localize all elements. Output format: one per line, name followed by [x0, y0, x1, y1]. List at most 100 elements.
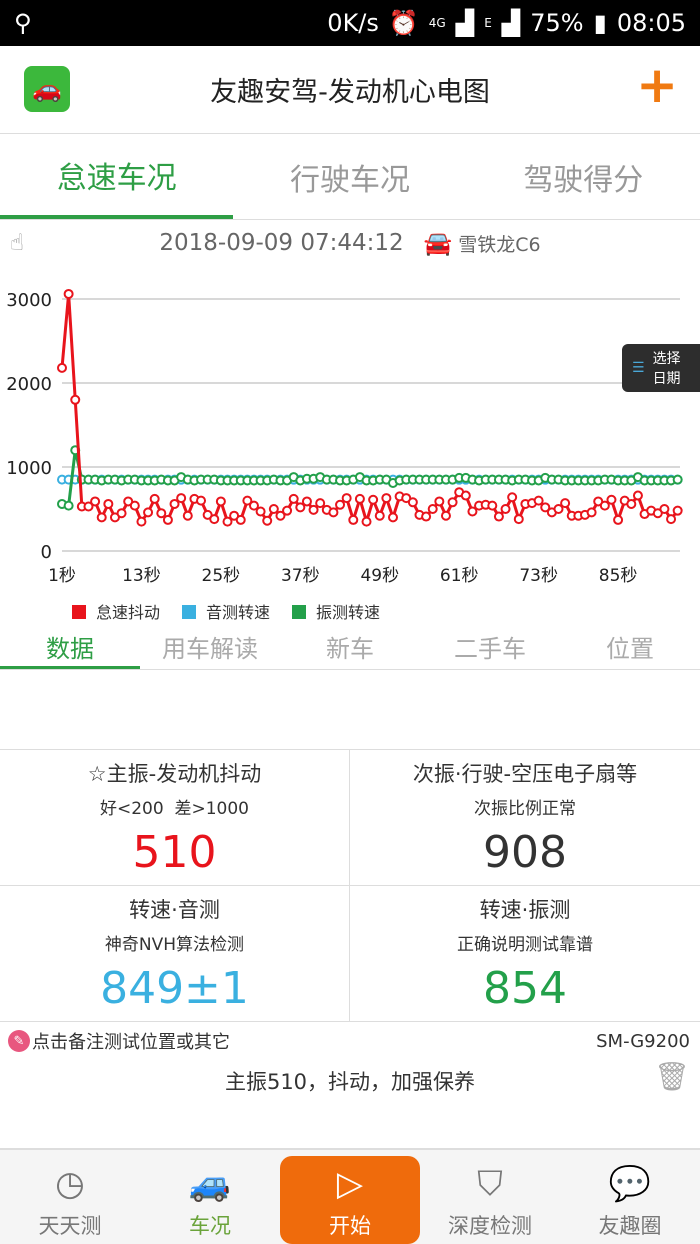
data-point: [328, 507, 339, 518]
tab-idle[interactable]: 怠速车况: [0, 134, 234, 219]
legend-item-vibration-rpm: 振测转速: [292, 599, 380, 623]
tab-score[interactable]: 驾驶得分: [523, 162, 644, 198]
page-title: 友趣安驾-发动机心电图: [210, 77, 490, 108]
data-point: [129, 500, 140, 511]
data-point: [242, 495, 253, 506]
data-point: [341, 493, 352, 504]
data-point: [672, 505, 683, 516]
data-point: [143, 507, 154, 518]
data-point: [301, 496, 312, 507]
battery-icon: ▮: [593, 9, 607, 37]
data-point: [487, 500, 498, 511]
data-point: [196, 495, 207, 506]
signal-icon: ▟: [455, 9, 475, 37]
legend-item-idle-shake: 怠速抖动: [72, 599, 160, 623]
y-tick-label: 3000: [6, 290, 52, 311]
pencil-icon[interactable]: ✎: [8, 1030, 30, 1052]
data-point: [209, 514, 220, 525]
hand-icon[interactable]: ☝: [10, 230, 25, 256]
data-point: [586, 507, 597, 518]
subtab-new-car[interactable]: 新车: [326, 635, 374, 663]
chat-icon: 💬: [608, 1164, 652, 1204]
data-point: [381, 493, 392, 504]
data-point: [83, 501, 94, 512]
data-point: [116, 508, 127, 519]
nav-start-button[interactable]: ▷ 开始: [280, 1156, 420, 1244]
x-tick-label: 13秒: [122, 566, 161, 586]
data-point: [282, 505, 293, 516]
metric-card-main-vibration: ☆主振-发动机抖动 好<200 差>1000 510: [0, 750, 350, 886]
nav-community[interactable]: 💬 友趣圈: [598, 1164, 662, 1238]
data-point: [162, 514, 173, 525]
subtab-interpretation[interactable]: 用车解读: [162, 635, 258, 663]
data-point: [421, 511, 432, 522]
clock: 08:05: [616, 9, 686, 37]
y-tick-label: 0: [41, 542, 52, 563]
data-point: [295, 502, 306, 513]
chart-legend: 怠速抖动 音测转速 振测转速: [0, 596, 700, 626]
test-datetime: 2018-09-09 07:44:12: [159, 230, 404, 256]
search-icon: ⚲: [14, 9, 32, 37]
play-icon: ▷: [336, 1164, 364, 1204]
select-date-label-2: 日期: [652, 371, 681, 387]
trash-icon[interactable]: 🗑: [654, 1060, 690, 1093]
data-point: [507, 492, 518, 503]
select-date-label-1: 选择: [652, 351, 681, 367]
plus-icon[interactable]: +: [636, 56, 678, 114]
device-model: SM-G9200: [596, 1030, 690, 1052]
data-point: [63, 288, 74, 299]
tab-driving[interactable]: 行驶车况: [289, 162, 410, 198]
add-note-link[interactable]: 点击备注测试位置或其它: [32, 1032, 230, 1053]
alarm-icon: ⏰: [388, 9, 419, 37]
data-point: [447, 497, 458, 508]
x-tick-label: 61秒: [440, 566, 479, 586]
subtab-location[interactable]: 位置: [606, 635, 654, 663]
data-point: [374, 510, 385, 521]
list-icon: ☰: [632, 360, 645, 376]
data-point: [348, 514, 359, 525]
metric-card-audio-rpm: 转速·音测 神奇NVH算法检测 849±1: [0, 886, 350, 1022]
legend-item-audio-rpm: 音测转速: [182, 599, 270, 623]
data-point: [440, 510, 451, 521]
data-point: [136, 516, 147, 527]
data-point: [335, 499, 346, 510]
remark-text: 主振510，抖动，加强保养: [224, 1070, 476, 1094]
select-date-button[interactable]: ☰ 选择日期: [622, 344, 700, 392]
data-point: [63, 500, 74, 511]
data-point: [553, 504, 564, 514]
car-icon: 🚘: [423, 230, 453, 257]
metric-card-secondary-vibration: 次振·行驶-空压电子扇等 次振比例正常 908: [350, 750, 700, 886]
car-model: 雪铁龙C6: [458, 233, 541, 256]
x-tick-label: 73秒: [519, 566, 558, 586]
data-point: [103, 498, 114, 509]
battery-level: 75%: [530, 9, 584, 37]
x-tick-label: 49秒: [360, 566, 399, 586]
app-logo: 🚗: [24, 66, 70, 112]
data-point: [560, 498, 571, 509]
data-point: [659, 504, 670, 514]
data-point: [255, 506, 266, 517]
test-info: ☝ 2018-09-09 07:44:12 🚘 雪铁龙C6: [0, 220, 700, 266]
nav-car-status[interactable]: 🚙 车况: [188, 1164, 232, 1238]
data-point: [268, 504, 279, 514]
data-point: [460, 490, 471, 501]
data-point: [262, 515, 273, 526]
chart-svg: 0 1000 2000 3000 1秒 13秒 25秒 37秒 49秒 61秒 73秒 85秒: [6, 288, 683, 586]
subtab-used-car[interactable]: 二手车: [454, 635, 526, 663]
x-tick-label: 25秒: [202, 566, 241, 586]
network-type: 4G: [428, 16, 446, 30]
x-tick-label: 1秒: [48, 566, 76, 586]
sub-tabs: 数据 用车解读 新车 二手车 位置: [0, 632, 700, 670]
main-tabs: 怠速车况 行驶车况 驾驶得分: [0, 134, 700, 220]
data-point: [90, 496, 101, 507]
nav-daily-test[interactable]: ◷ 天天测: [38, 1164, 102, 1238]
data-point: [222, 516, 233, 527]
data-point: [248, 500, 259, 511]
data-point: [70, 394, 81, 405]
data-point: [235, 514, 246, 525]
data-point: [434, 496, 445, 507]
subtab-data[interactable]: 数据: [0, 632, 140, 669]
data-point: [156, 508, 167, 519]
nav-deep-check[interactable]: ⛉ 深度检测: [448, 1164, 532, 1238]
data-point: [354, 493, 365, 504]
